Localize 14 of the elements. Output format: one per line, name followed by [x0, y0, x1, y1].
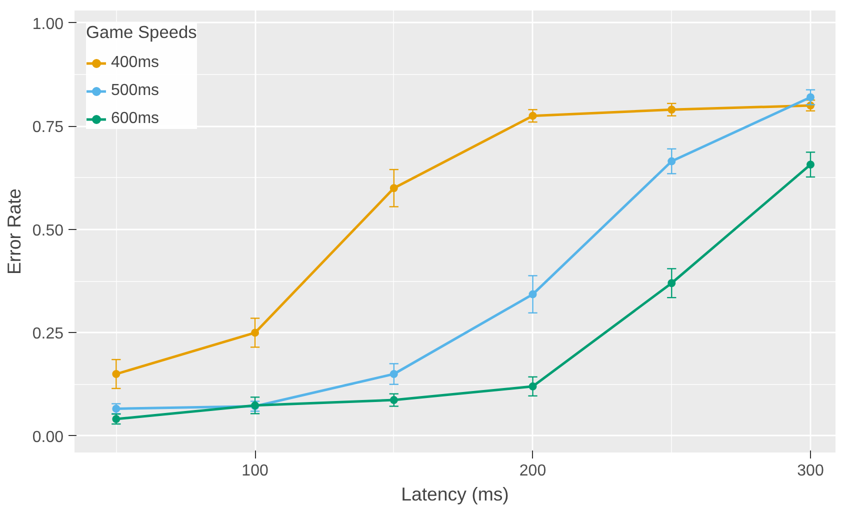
x-tick-label: 100	[242, 462, 268, 480]
y-axis-title: Error Rate	[3, 188, 24, 275]
y-tick-label: 0.25	[32, 326, 64, 343]
x-axis-title: Latency (ms)	[401, 484, 509, 504]
y-tick-label: 0.75	[32, 119, 64, 136]
y-tick-label: 1.00	[32, 16, 64, 33]
x-tick-label: 200	[519, 462, 546, 480]
legend-label: 600ms	[111, 110, 160, 128]
legend-label: 400ms	[111, 54, 160, 72]
y-tick-label: 0.00	[32, 428, 64, 446]
x-tick-label: 300	[797, 462, 824, 480]
legend-title: Game Speeds	[86, 22, 197, 43]
y-tick-label: 0.50	[32, 222, 64, 240]
legend-label: 500ms	[111, 82, 160, 100]
